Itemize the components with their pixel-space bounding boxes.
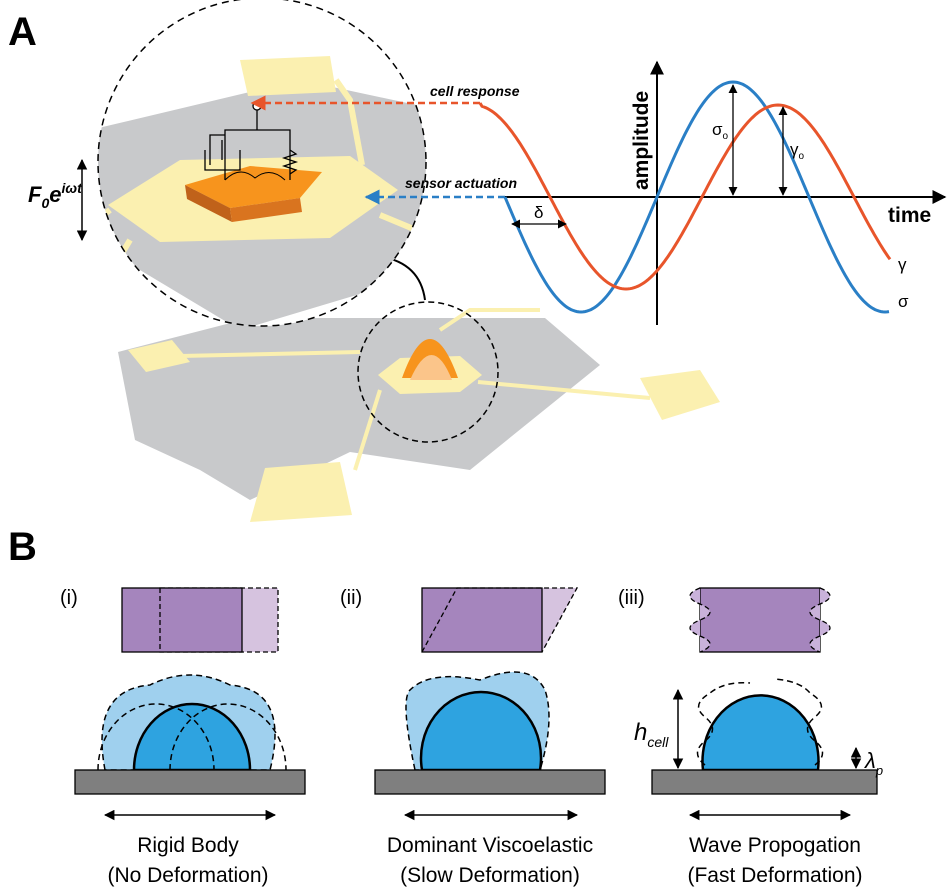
case-title: Dominant Viscoelastic: [387, 834, 593, 857]
force-sub: 0: [41, 195, 49, 211]
case-index: (iii): [618, 587, 645, 609]
case-rigid: [75, 588, 305, 815]
cell-response-label: cell response: [430, 83, 520, 99]
sigma-label: σ: [898, 292, 909, 311]
figure: A F0eiωt cell response sensor actuation …: [0, 0, 949, 888]
sigma-o-label: σo: [712, 120, 729, 142]
case-subtitle: (No Deformation): [107, 864, 268, 887]
force-label: F0eiωt: [28, 180, 83, 211]
panel-label: B: [8, 525, 37, 569]
case-index: (i): [60, 587, 78, 609]
sub: cell: [647, 734, 669, 750]
case-subtitle: (Slow Deformation): [400, 864, 580, 887]
case-wave: [652, 588, 877, 815]
panel-label: A: [8, 10, 37, 54]
y-axis-label: amplitude: [630, 91, 653, 190]
gamma-label: γ: [898, 255, 907, 274]
force-sup: iωt: [62, 180, 84, 196]
sub: p: [875, 763, 883, 778]
force-symbol: F: [28, 182, 42, 207]
case-subtitle: (Fast Deformation): [687, 864, 862, 887]
case-index: (ii): [340, 587, 362, 609]
zoom-view: [90, 0, 440, 330]
sub: o: [799, 151, 805, 162]
gamma-o-label: γo: [790, 140, 805, 162]
case-title: Wave Propogation: [689, 834, 861, 857]
x-axis-label: time: [888, 204, 931, 227]
sym: h: [634, 719, 647, 746]
h-cell-label: hcell: [634, 719, 669, 750]
force-base: e: [49, 182, 61, 207]
delta-label: δ: [534, 203, 543, 222]
sym: σ: [712, 120, 723, 139]
case-viscoelastic: [375, 588, 605, 815]
sub: o: [723, 131, 729, 142]
sensor-actuation-label: sensor actuation: [405, 175, 517, 191]
case-title: Rigid Body: [137, 834, 239, 857]
sym: λ: [864, 748, 876, 773]
